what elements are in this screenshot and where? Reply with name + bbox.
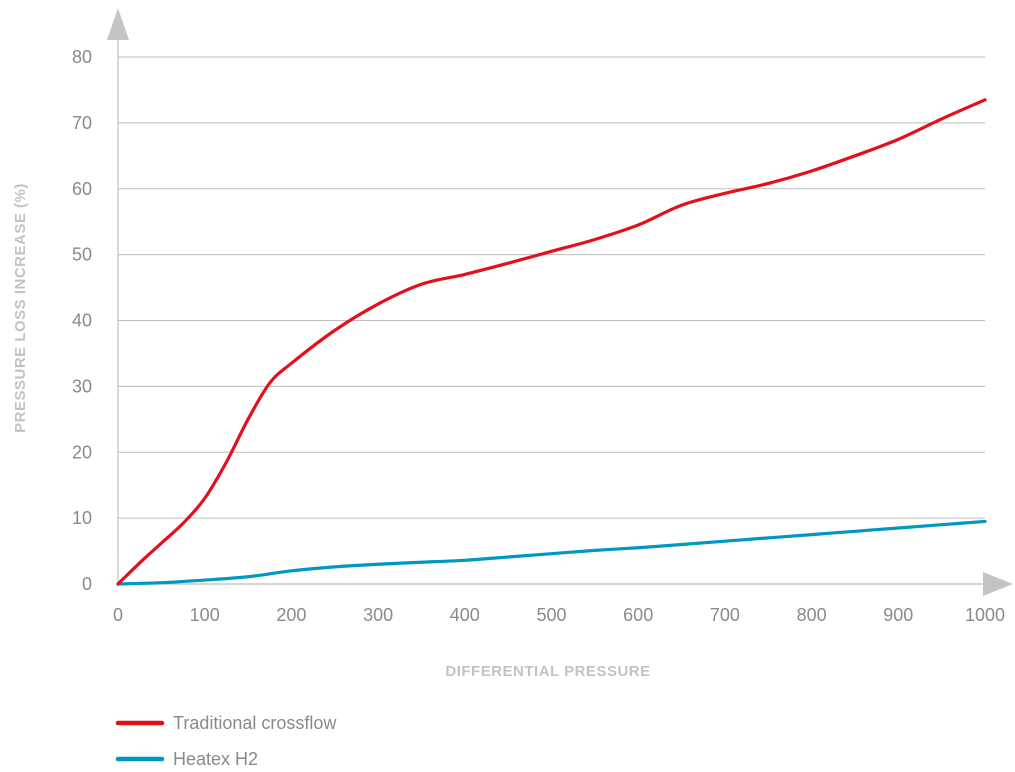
x-tick-label-300: 300: [363, 605, 393, 625]
legend-label-heatex-h2: Heatex H2: [173, 749, 258, 769]
x-tick-label-200: 200: [276, 605, 306, 625]
x-axis-arrow: [983, 572, 1013, 596]
axes: [107, 8, 1013, 596]
x-tick-label-0: 0: [113, 605, 123, 625]
y-tick-label-70: 70: [72, 113, 92, 133]
series-lines: [116, 98, 987, 586]
x-tick-label-600: 600: [623, 605, 653, 625]
x-axis-title: DIFFERENTIAL PRESSURE: [445, 663, 650, 680]
y-tick-label-50: 50: [72, 245, 92, 265]
y-tick-label-80: 80: [72, 47, 92, 67]
series-line-heatex-h2: [116, 519, 987, 586]
grid-lines: [118, 56, 985, 519]
x-tick-label-1000: 1000: [965, 605, 1005, 625]
x-tick-label-700: 700: [710, 605, 740, 625]
legend: Traditional crossflow Heatex H2: [115, 713, 337, 769]
y-tick-label-30: 30: [72, 376, 92, 396]
y-axis-title: PRESSURE LOSS INCREASE (%): [12, 183, 29, 433]
x-tick-label-400: 400: [450, 605, 480, 625]
legend-label-traditional-crossflow: Traditional crossflow: [173, 713, 337, 733]
y-tick-label-0: 0: [82, 574, 92, 594]
y-tick-label-20: 20: [72, 442, 92, 462]
y-axis-arrow: [107, 8, 129, 40]
x-tick-label-100: 100: [190, 605, 220, 625]
y-tick-label-60: 60: [72, 179, 92, 199]
x-tick-label-500: 500: [536, 605, 566, 625]
y-tick-label-10: 10: [72, 508, 92, 528]
series-line-traditional-crossflow: [116, 98, 987, 586]
x-tick-label-800: 800: [797, 605, 827, 625]
x-tick-label-900: 900: [883, 605, 913, 625]
y-tick-label-40: 40: [72, 311, 92, 331]
